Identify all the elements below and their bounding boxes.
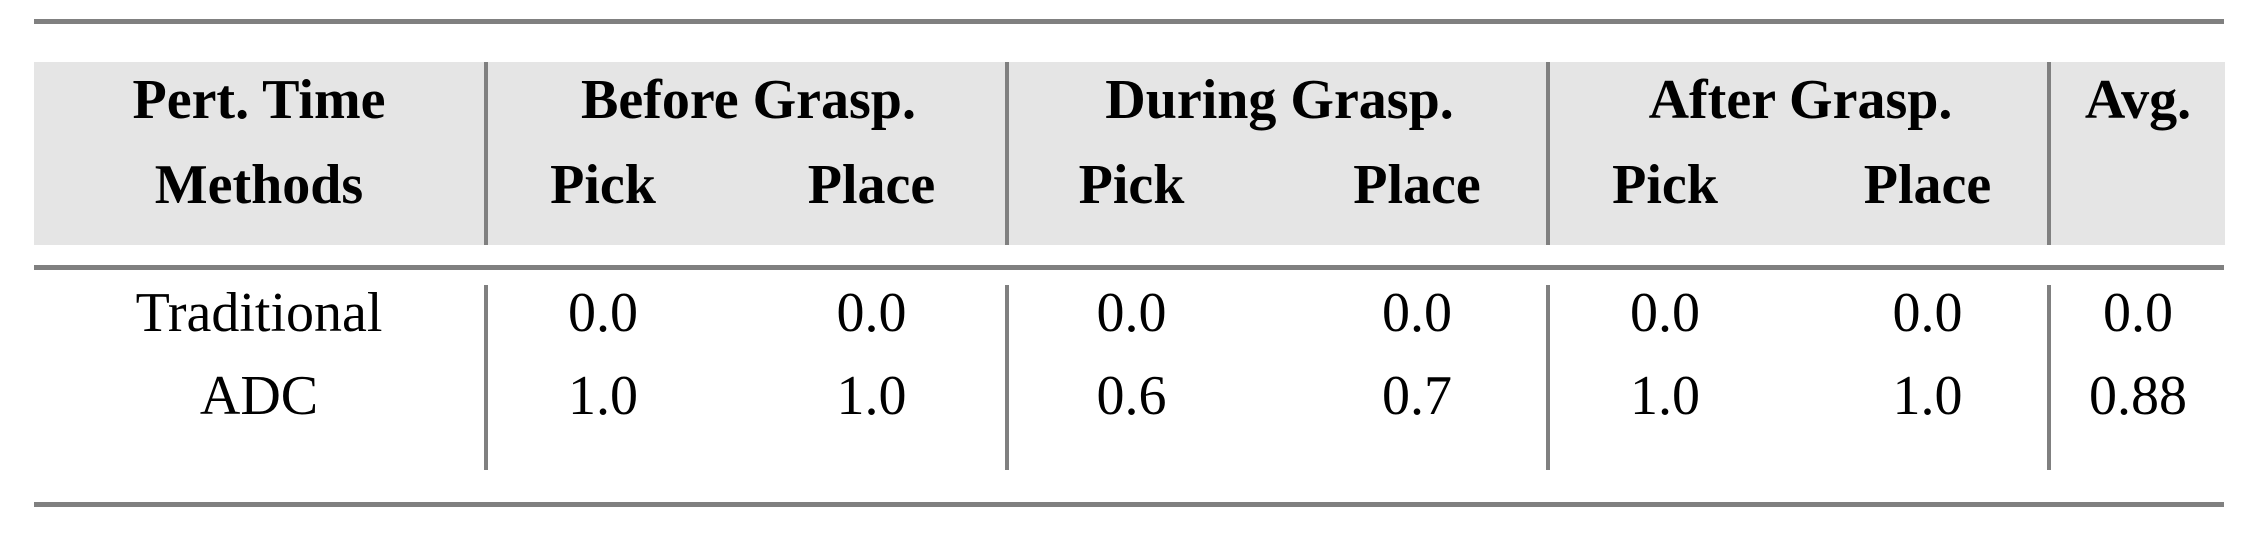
column-divider-2-header: [1005, 62, 1009, 245]
column-divider-1-header: [484, 62, 488, 245]
column-divider-1-body: [484, 285, 488, 470]
header-group-avg: Avg.: [2084, 69, 2192, 131]
cell-adc-after-place: 1.0: [1892, 365, 1963, 427]
cell-adc-during-place: 0.7: [1382, 365, 1452, 427]
header-sub-during-place: Place: [1353, 154, 1481, 216]
cell-adc-during-pick: 0.6: [1096, 365, 1167, 427]
header-sub-after-pick: Pick: [1612, 154, 1718, 216]
column-divider-4-header: [2047, 62, 2051, 245]
header-sub-before-place: Place: [807, 154, 936, 216]
header-group-during-grasp: During Grasp.: [1105, 69, 1454, 131]
row-label-traditional: Traditional: [135, 282, 383, 344]
header-sub-before-pick: Pick: [550, 154, 656, 216]
header-stub-pert-time: Pert. Time: [132, 69, 386, 131]
table-top-rule: [34, 19, 2224, 24]
cell-adc-avg: 0.88: [2089, 365, 2187, 427]
column-divider-3-header: [1546, 62, 1550, 245]
column-divider-3-body: [1546, 285, 1550, 470]
cell-traditional-after-place: 0.0: [1892, 282, 1963, 344]
row-label-adc: ADC: [199, 365, 319, 427]
table-bottom-rule: [34, 502, 2224, 507]
cell-traditional-during-pick: 0.0: [1096, 282, 1167, 344]
header-stub-methods: Methods: [154, 154, 364, 216]
cell-traditional-avg: 0.0: [2103, 282, 2173, 344]
cell-traditional-after-pick: 0.0: [1630, 282, 1700, 344]
header-group-after-grasp: After Grasp.: [1648, 69, 1953, 131]
column-divider-4-body: [2047, 285, 2051, 470]
cell-adc-before-place: 1.0: [836, 365, 907, 427]
cell-traditional-before-place: 0.0: [836, 282, 907, 344]
cell-traditional-during-place: 0.0: [1382, 282, 1452, 344]
cell-traditional-before-pick: 0.0: [568, 282, 638, 344]
header-group-before-grasp: Before Grasp.: [581, 69, 916, 131]
header-shading-band: [34, 62, 2225, 245]
header-sub-during-pick: Pick: [1078, 154, 1185, 216]
table-mid-rule: [34, 265, 2224, 270]
cell-adc-before-pick: 1.0: [568, 365, 638, 427]
cell-adc-after-pick: 1.0: [1630, 365, 1700, 427]
header-sub-after-place: Place: [1863, 154, 1992, 216]
column-divider-2-body: [1005, 285, 1009, 470]
